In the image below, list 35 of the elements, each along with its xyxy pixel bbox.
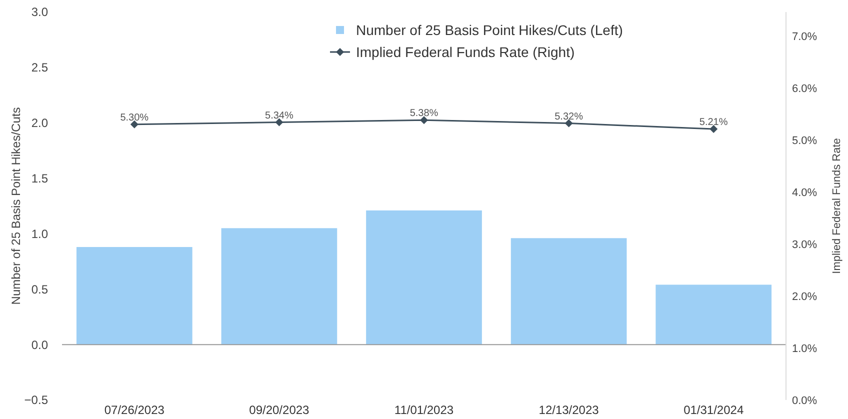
x-tick-label: 11/01/2023 <box>394 403 454 417</box>
y-tick-label: 3.0 <box>31 5 48 20</box>
data-label: 5.38% <box>410 108 438 120</box>
y2-tick-label: 5.0% <box>792 134 818 147</box>
y2-tick-label: 4.0% <box>792 186 818 199</box>
x-tick-label: 12/13/2023 <box>538 403 600 417</box>
x-tick-label: 09/20/2023 <box>249 403 310 417</box>
bar <box>366 210 482 345</box>
y-tick-label: −0.5 <box>24 393 48 408</box>
bar <box>221 228 338 345</box>
legend-label: Implied Federal Funds Rate (Right) <box>356 44 575 60</box>
y2-tick-label: 2.0% <box>792 290 818 303</box>
bar <box>656 284 772 345</box>
bar <box>76 247 192 345</box>
y-tick-label: 1.5 <box>31 171 48 186</box>
legend-label: Number of 25 Basis Point Hikes/Cuts (Left) <box>356 22 623 38</box>
y2-tick-label: 6.0% <box>792 82 818 95</box>
y2-axis-title: Implied Federal Funds Rate <box>831 138 843 274</box>
y2-tick-label: 7.0% <box>792 30 818 43</box>
y-tick-label: 2.0 <box>31 116 48 130</box>
data-label: 5.34% <box>265 110 294 122</box>
y-tick-label: 0.0 <box>31 338 48 352</box>
y-tick-label: 2.5 <box>31 60 48 75</box>
x-tick-label: 07/26/2023 <box>104 403 165 417</box>
y2-tick-label: 3.0% <box>792 238 818 251</box>
y2-tick-label: 1.0% <box>792 342 818 355</box>
data-label: 5.32% <box>554 111 584 122</box>
data-label: 5.21% <box>699 117 728 128</box>
y2-tick-label: 0.0% <box>792 394 818 407</box>
x-tick-label: 01/31/2024 <box>684 403 744 417</box>
y-axis-title: Number of 25 Basis Point Hikes/Cuts <box>9 107 23 305</box>
bar <box>510 238 627 345</box>
y-tick-label: 0.5 <box>31 282 48 296</box>
y-tick-label: 1.0 <box>31 226 48 241</box>
data-label: 5.30% <box>120 112 149 124</box>
